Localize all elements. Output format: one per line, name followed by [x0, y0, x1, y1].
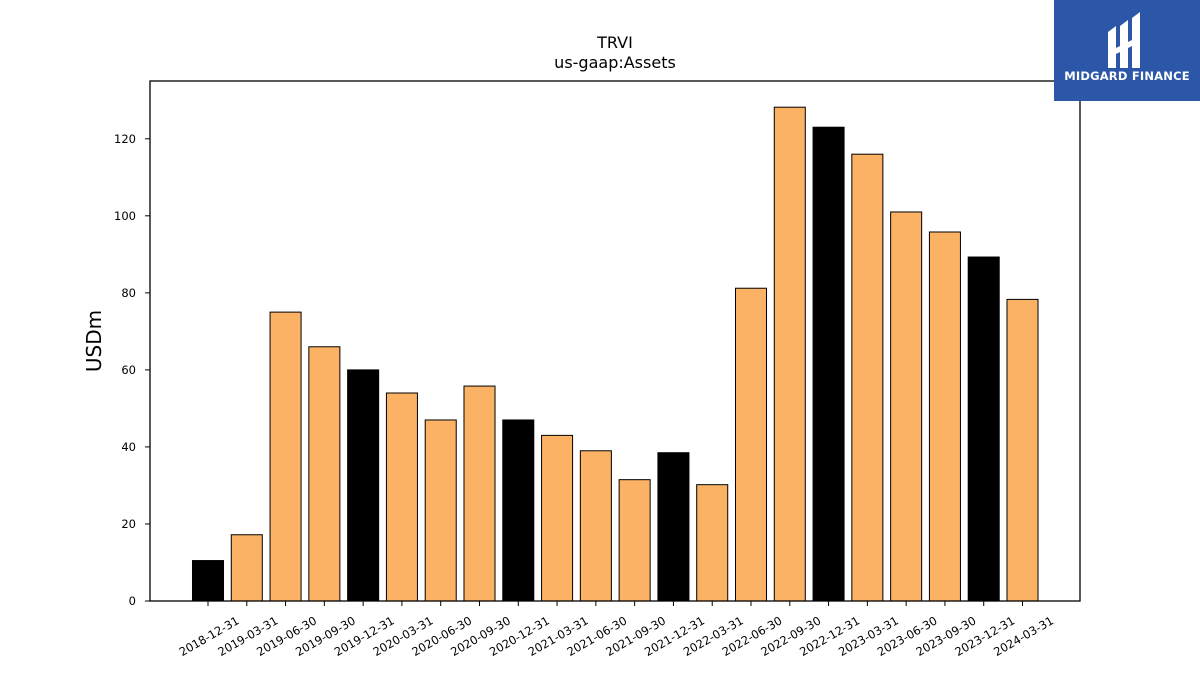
bar-2019-09-30 — [308, 346, 341, 602]
bar-2021-12-31 — [657, 452, 690, 602]
bar-2021-06-30 — [579, 450, 612, 602]
bar-2020-12-31 — [502, 419, 535, 602]
y-tick-label: 80 — [121, 286, 136, 300]
bar-2020-09-30 — [463, 385, 496, 602]
y-tick-label: 20 — [121, 517, 136, 531]
y-tick-label: 100 — [114, 209, 136, 223]
bar-2021-03-31 — [541, 434, 574, 602]
y-tick-label: 40 — [121, 440, 136, 454]
y-tick-label: 60 — [121, 363, 136, 377]
bar-2021-09-30 — [618, 479, 651, 602]
chart-title: TRVI — [596, 33, 633, 52]
bar-2023-06-30 — [890, 211, 923, 602]
bar-2022-12-31 — [812, 126, 845, 602]
bar-2019-03-31 — [230, 534, 263, 602]
logo-mark-icon — [1108, 12, 1140, 68]
bar-2022-09-30 — [773, 106, 806, 602]
midgard-finance-logo: MIDGARD FINANCE — [1054, 0, 1200, 101]
bar-2023-03-31 — [851, 153, 884, 602]
bar-2022-06-30 — [734, 287, 768, 602]
y-tick-label: 120 — [114, 132, 136, 146]
bar-2020-03-31 — [385, 392, 418, 602]
bar-2024-03-31 — [1006, 298, 1039, 602]
chart-subtitle: us-gaap:Assets — [554, 53, 676, 72]
y-axis-label: USDm — [82, 310, 106, 372]
bar-2019-12-31 — [347, 369, 380, 602]
bar-2020-06-30 — [424, 419, 457, 602]
bar-2023-09-30 — [928, 231, 961, 602]
bar-2019-06-30 — [269, 311, 302, 602]
bar-2023-12-31 — [967, 256, 1000, 602]
x-ticks-group: 2018-12-312019-03-312019-06-302019-09-30… — [177, 601, 1056, 659]
bar-2022-03-31 — [696, 484, 729, 602]
y-tick-label: 0 — [129, 594, 136, 608]
plot-frame — [149, 80, 1081, 602]
y-ticks-group: 0 20 40 60 80 100 120 — [114, 132, 150, 608]
logo-text: MIDGARD FINANCE — [1064, 69, 1190, 83]
bars-group — [191, 106, 1039, 602]
bar-2018-12-31 — [191, 560, 225, 602]
